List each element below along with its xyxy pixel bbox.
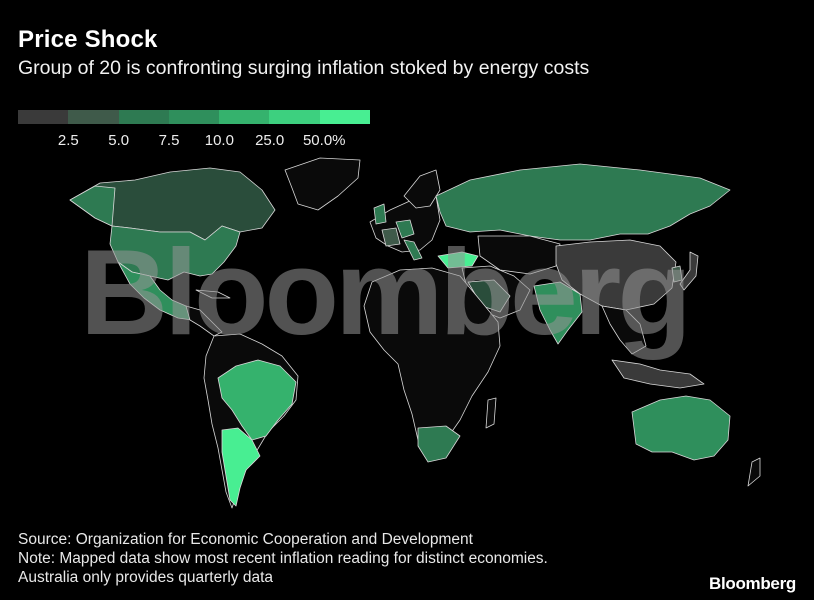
new-zealand [747, 457, 761, 487]
central-asia [477, 235, 561, 275]
central-america [185, 305, 223, 337]
legend-swatch-3 [118, 110, 169, 124]
data-note-australia: Australia only provides quarterly data [18, 569, 274, 586]
france [381, 227, 401, 247]
legend-label-10-0: 10.0 [204, 132, 234, 149]
legend-label-50-0: 50.0% [302, 132, 346, 149]
india [533, 281, 583, 345]
southeast-asia [601, 305, 647, 355]
brazil [217, 359, 297, 441]
turkey [437, 251, 479, 269]
bloomberg-logo: Bloomberg [708, 574, 796, 593]
source-note: Source: Organization for Economic Cooper… [18, 531, 473, 548]
japan [679, 251, 699, 291]
scandinavia [403, 169, 441, 209]
greenland [284, 157, 361, 211]
legend-swatch-7 [319, 110, 370, 124]
legend-swatch-1 [18, 110, 69, 124]
madagascar [485, 397, 497, 429]
legend-label-5-0: 5.0 [108, 132, 130, 149]
chart-subtitle: Group of 20 is confronting surging infla… [18, 57, 590, 79]
africa [363, 267, 501, 453]
legend-label-25-0: 25.0 [255, 132, 285, 149]
legend-labels: 2.5 5.0 7.5 10.0 25.0 50.0% [18, 132, 370, 152]
legend-swatch-5 [219, 110, 270, 124]
color-legend: 2.5 5.0 7.5 10.0 25.0 50.0% [18, 110, 370, 152]
cuba [195, 289, 231, 299]
legend-color-bar [18, 110, 370, 124]
china [555, 239, 677, 311]
alaska [69, 185, 116, 227]
legend-label-7-5: 7.5 [158, 132, 180, 149]
chart-title: Price Shock [18, 26, 158, 53]
legend-label-2-5: 2.5 [57, 132, 79, 149]
italy [403, 239, 423, 261]
legend-swatch-6 [269, 110, 320, 124]
data-note: Note: Mapped data show most recent infla… [18, 550, 548, 567]
united-kingdom [373, 203, 387, 225]
legend-swatch-2 [68, 110, 119, 124]
south-korea [671, 265, 683, 283]
chart-footer: Source: Organization for Economic Cooper… [18, 530, 548, 587]
russia [435, 163, 731, 241]
south-africa [417, 425, 461, 463]
australia [631, 395, 731, 461]
bloomberg-watermark: Bloomberg [80, 224, 692, 360]
argentina [221, 427, 261, 507]
legend-swatch-4 [168, 110, 220, 124]
indonesia [611, 359, 705, 389]
germany [395, 219, 415, 239]
